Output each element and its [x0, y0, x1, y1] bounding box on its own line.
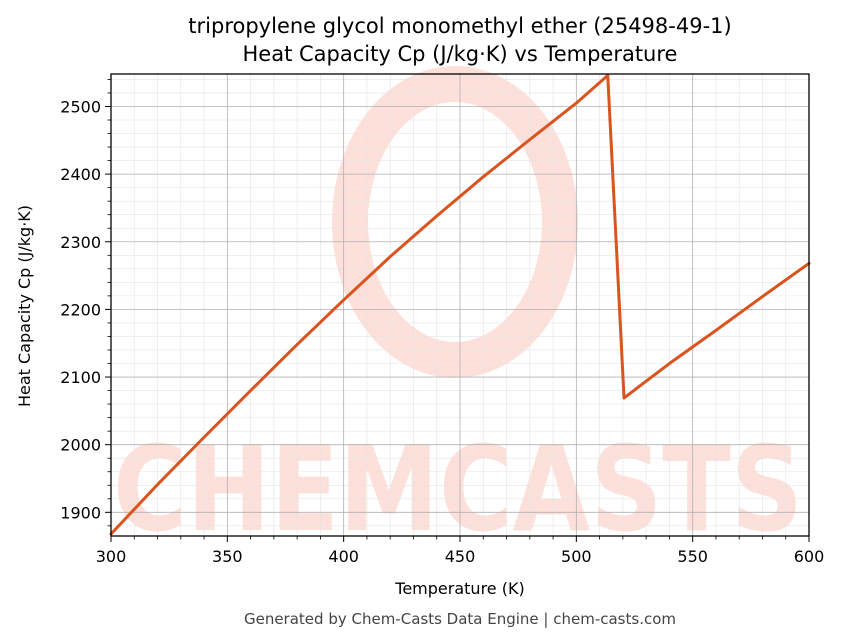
- series-line-0: [109, 73, 811, 536]
- x-tick-label: 500: [561, 547, 592, 566]
- chart-title-line2: Heat Capacity Cp (J/kg·K) vs Temperature: [243, 42, 678, 66]
- x-tick-label: 550: [677, 547, 708, 566]
- y-tick-label: 2200: [60, 300, 101, 319]
- y-axis-label: Heat Capacity Cp (J/kg·K): [15, 205, 34, 407]
- watermark-text: CHEMCASTS: [113, 420, 803, 558]
- axis-ticks: 300 350 400 450 500 550 600 1900 2000 2100 2200 230…: [60, 79, 824, 566]
- x-tick-label: 350: [212, 547, 243, 566]
- series-layer: [109, 73, 811, 536]
- footer-credit: Generated by Chem-Casts Data Engine | ch…: [244, 610, 676, 628]
- watermark-ring: [332, 66, 578, 378]
- x-tick-label: 300: [96, 547, 127, 566]
- watermark-logo: CHEMCASTS: [113, 66, 803, 558]
- y-tick-label: 2400: [60, 165, 101, 184]
- y-tick-label: 2100: [60, 368, 101, 387]
- x-axis-label: Temperature (K): [394, 579, 524, 598]
- x-tick-label: 600: [794, 547, 825, 566]
- y-tick-label: 1900: [60, 503, 101, 522]
- chart-title-line1: tripropylene glycol monomethyl ether (25…: [188, 14, 731, 38]
- x-tick-label: 400: [328, 547, 359, 566]
- x-tick-label: 450: [445, 547, 476, 566]
- y-tick-label: 2300: [60, 233, 101, 252]
- y-tick-label: 2500: [60, 97, 101, 116]
- y-tick-label: 2000: [60, 436, 101, 455]
